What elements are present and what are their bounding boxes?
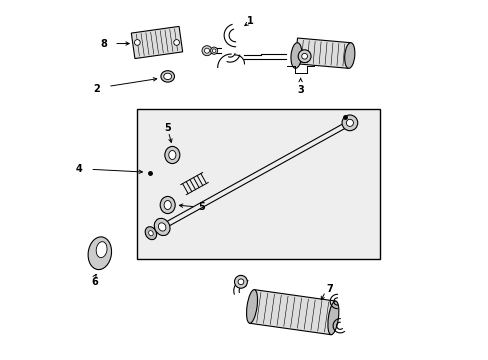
- Circle shape: [238, 279, 244, 285]
- Ellipse shape: [161, 71, 174, 82]
- Text: 2: 2: [93, 84, 100, 94]
- Bar: [131, 26, 183, 59]
- Circle shape: [173, 40, 179, 45]
- Circle shape: [212, 49, 216, 53]
- Bar: [295, 38, 350, 68]
- Bar: [137, 109, 380, 258]
- Text: 8: 8: [100, 39, 107, 49]
- Text: 6: 6: [91, 277, 98, 287]
- Text: 5: 5: [198, 202, 204, 212]
- Circle shape: [298, 50, 310, 63]
- Circle shape: [210, 47, 217, 54]
- Bar: [249, 290, 335, 335]
- Ellipse shape: [164, 147, 180, 163]
- Ellipse shape: [88, 237, 111, 270]
- Text: 7: 7: [326, 284, 333, 294]
- Text: 3: 3: [297, 85, 304, 95]
- Circle shape: [341, 115, 357, 131]
- Circle shape: [301, 53, 307, 59]
- Ellipse shape: [246, 290, 257, 323]
- Text: 5: 5: [164, 123, 171, 133]
- Ellipse shape: [145, 227, 156, 240]
- Text: 1: 1: [246, 16, 253, 26]
- Circle shape: [234, 275, 247, 288]
- Ellipse shape: [168, 150, 176, 159]
- Text: 4: 4: [75, 164, 82, 174]
- Ellipse shape: [160, 197, 175, 213]
- Circle shape: [134, 40, 140, 45]
- Circle shape: [204, 48, 209, 53]
- Ellipse shape: [163, 73, 171, 80]
- Circle shape: [202, 46, 212, 56]
- Circle shape: [346, 119, 353, 126]
- Ellipse shape: [327, 301, 338, 335]
- Ellipse shape: [158, 223, 165, 231]
- Ellipse shape: [164, 201, 171, 210]
- Ellipse shape: [344, 43, 354, 68]
- Ellipse shape: [154, 218, 170, 235]
- Ellipse shape: [96, 242, 107, 258]
- Ellipse shape: [148, 231, 153, 236]
- Ellipse shape: [290, 43, 301, 68]
